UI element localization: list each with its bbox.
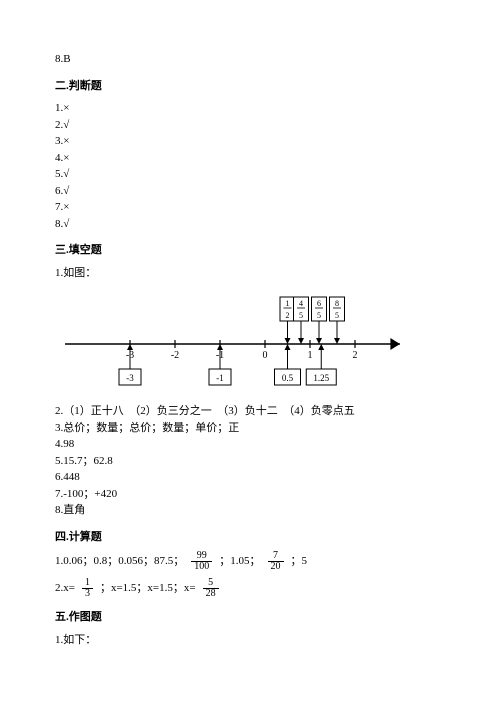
section-2-list: 1.× 2.√ 3.× 4.× 5.√ 6.√ 7.× 8.√ [55, 100, 445, 232]
calc-text: ；x=1.5；x=1.5；x= [100, 580, 196, 597]
list-item: 2.√ [55, 117, 445, 134]
calc-line-2: 2.x= 1 3 ；x=1.5；x=1.5；x= 5 28 [55, 578, 445, 599]
calc-line-1: 1.0.06；0.8；0.056；87.5； 99 100 ；1.05； 7 2… [55, 551, 445, 572]
fraction: 99 100 [191, 551, 212, 572]
svg-text:1: 1 [308, 350, 313, 361]
svg-text:5: 5 [299, 311, 303, 320]
list-item: 6.√ [55, 183, 445, 200]
number-line-diagram: -3-2-101212456585-3-10.51.25 [55, 289, 445, 399]
svg-text:5: 5 [317, 311, 321, 320]
fraction-den: 100 [191, 562, 212, 572]
svg-text:0: 0 [263, 350, 268, 361]
svg-text:1.25: 1.25 [313, 373, 329, 383]
top-answer: 8.B [55, 51, 445, 68]
svg-text:4: 4 [299, 299, 303, 308]
svg-text:0.5: 0.5 [282, 373, 294, 383]
list-item: 4.98 [55, 436, 445, 453]
section-3-q1: 1.如图： [55, 265, 445, 282]
svg-text:-2: -2 [171, 350, 179, 361]
calc-text: ；5 [291, 553, 308, 570]
list-item: 3.× [55, 133, 445, 150]
list-item: 2.（1）正十八 （2）负三分之一 （3）负十二 （4）负零点五 [55, 403, 445, 420]
section-2-title: 二.判断题 [55, 78, 445, 95]
calc-text: ；1.05； [219, 553, 260, 570]
list-item: 1.× [55, 100, 445, 117]
number-line-svg: -3-2-101212456585-3-10.51.25 [55, 289, 415, 399]
fraction-den: 20 [268, 562, 284, 572]
section-5-q1: 1.如下： [55, 632, 445, 649]
svg-text:1: 1 [286, 299, 290, 308]
calc-text: 1.0.06；0.8；0.056；87.5； [55, 553, 184, 570]
list-item: 8.√ [55, 216, 445, 233]
list-item: 4.× [55, 150, 445, 167]
list-item: 5.15.7；62.8 [55, 453, 445, 470]
list-item: 5.√ [55, 166, 445, 183]
svg-text:5: 5 [335, 311, 339, 320]
section-3-title: 三.填空题 [55, 242, 445, 259]
fraction: 1 3 [82, 578, 93, 599]
section-4-title: 四.计算题 [55, 529, 445, 546]
section-3-list: 2.（1）正十八 （2）负三分之一 （3）负十二 （4）负零点五 3.总价；数量… [55, 403, 445, 519]
list-item: 6.448 [55, 469, 445, 486]
svg-text:2: 2 [286, 311, 290, 320]
section-5-title: 五.作图题 [55, 609, 445, 626]
svg-text:6: 6 [317, 299, 321, 308]
list-item: 7.-100；+420 [55, 486, 445, 503]
svg-text:8: 8 [335, 299, 339, 308]
svg-text:2: 2 [353, 350, 358, 361]
list-item: 3.总价；数量；总价；数量；单价；正 [55, 420, 445, 437]
fraction-den: 28 [203, 589, 219, 599]
fraction: 5 28 [203, 578, 219, 599]
svg-text:-1: -1 [216, 373, 224, 383]
list-item: 7.× [55, 199, 445, 216]
fraction-den: 3 [82, 589, 93, 599]
calc-text: 2.x= [55, 580, 75, 597]
fraction: 7 20 [268, 551, 284, 572]
list-item: 8.直角 [55, 502, 445, 519]
svg-text:-3: -3 [126, 373, 134, 383]
